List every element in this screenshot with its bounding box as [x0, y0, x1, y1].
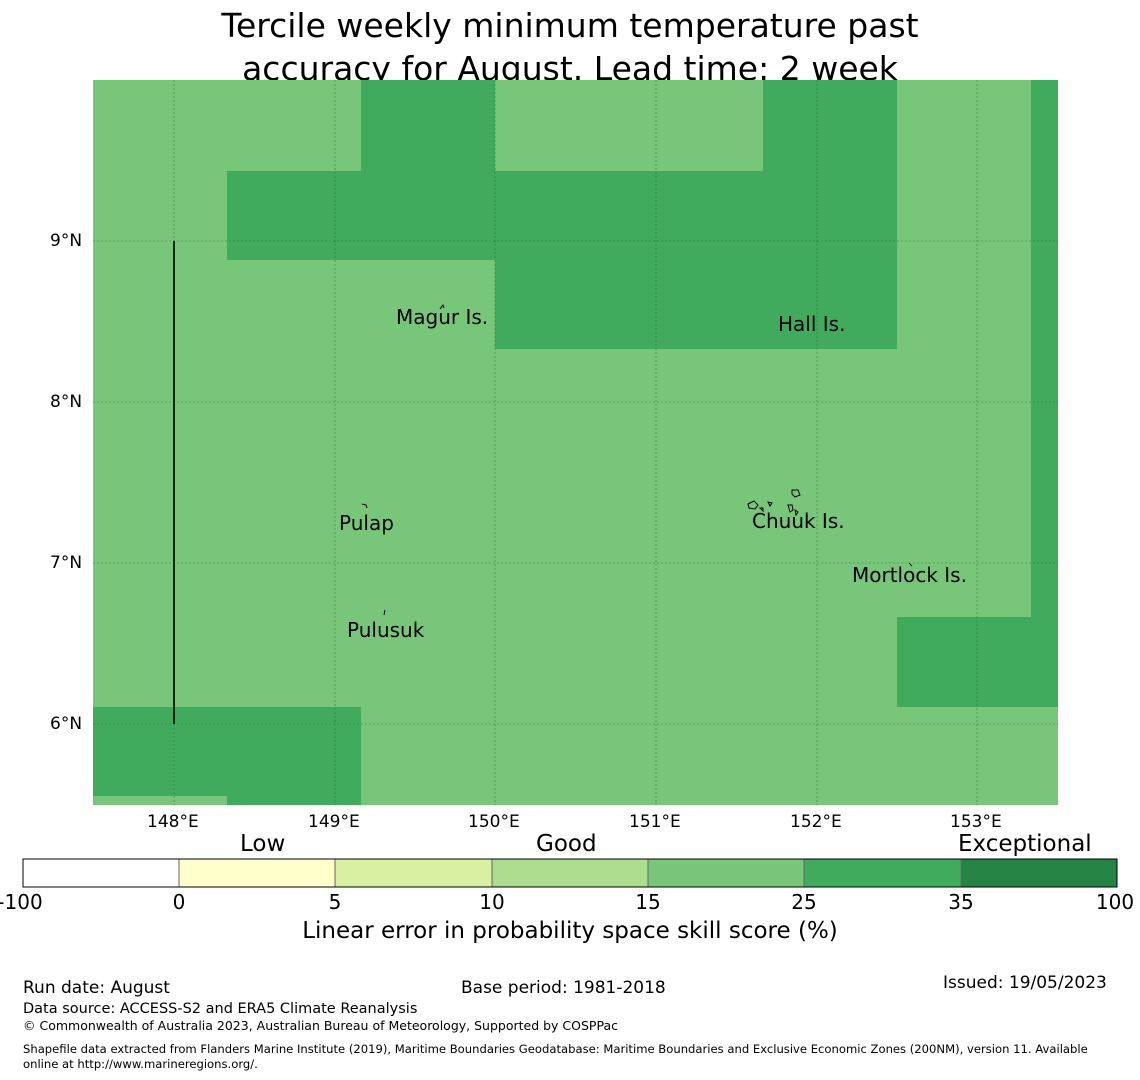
shapefile-credit-line-2: online at http://www.marineregions.org/. — [23, 1057, 258, 1071]
map-title: Tercile weekly minimum temperature past … — [0, 4, 1140, 90]
lat-tick-8: 8°N — [50, 392, 83, 412]
lon-tick-153: 153°E — [950, 812, 1002, 832]
issued-date: Issued: 19/05/2023 — [943, 973, 1107, 993]
colorbar-tick: -100 — [0, 890, 43, 914]
copyright: © Commonwealth of Australia 2023, Austra… — [23, 1018, 618, 1033]
place-label-magur: Magur Is. — [396, 305, 489, 329]
colorbar-tick: 0 — [172, 890, 186, 914]
category-low: Low — [240, 831, 286, 857]
colorbar-frame — [22, 858, 1118, 888]
colorbar-axis-label: Linear error in probability space skill … — [302, 918, 838, 944]
skill-cell — [227, 171, 495, 260]
island-chuuk-1 — [791, 489, 801, 498]
lon-tick-150: 150°E — [468, 812, 520, 832]
place-label-pulusuk: Pulusuk — [347, 618, 425, 642]
lon-tick-151: 151°E — [629, 812, 681, 832]
map-title-line-1: Tercile weekly minimum temperature past — [221, 6, 919, 45]
base-period: Base period: 1981-2018 — [461, 978, 666, 998]
skill-cell — [227, 796, 361, 805]
lat-tick-6: 6°N — [50, 714, 83, 734]
island-outlines — [361, 303, 913, 616]
skill-cell — [495, 171, 897, 349]
lat-tick-9: 9°N — [50, 231, 83, 251]
skill-cell — [763, 80, 897, 171]
colorbar-segment — [961, 859, 1117, 887]
island-mortlock — [908, 562, 913, 567]
colorbar-tick: 35 — [948, 890, 974, 914]
shapefile-credit-line-1: Shapefile data extracted from Flanders M… — [23, 1042, 1088, 1056]
skill-cell — [897, 617, 1058, 707]
island-chuuk-4 — [787, 504, 794, 513]
colorbar-tick: 100 — [1095, 890, 1135, 914]
colorbar-segment — [179, 859, 335, 887]
lon-tick-149: 149°E — [308, 812, 360, 832]
island-chuuk-3 — [767, 501, 773, 507]
island-pulusuk — [383, 609, 386, 616]
skill-cell — [93, 707, 361, 796]
lat-tick-7: 7°N — [50, 553, 83, 573]
graticule — [93, 80, 1058, 805]
skill-grid — [93, 80, 1058, 805]
colorbar-segment — [23, 859, 179, 887]
island-chuuk-2 — [747, 500, 759, 510]
island-chuuk-5 — [794, 508, 799, 517]
place-label-pulap: Pulap — [339, 511, 394, 535]
place-label-mortlock: Mortlock Is. — [852, 563, 967, 587]
colorbar-segment — [804, 859, 961, 887]
colorbar-segment — [335, 859, 492, 887]
island-pulap — [361, 503, 368, 509]
skill-cell — [1031, 80, 1058, 617]
lon-tick-148: 148°E — [147, 812, 199, 832]
run-date: Run date: August — [23, 978, 170, 998]
colorbar-tick: 5 — [328, 890, 342, 914]
colorbar-dividers — [178, 859, 962, 887]
skill-cell — [361, 80, 495, 171]
island-magur — [439, 303, 445, 310]
colorbar — [22, 858, 1118, 888]
colorbar-tick: 15 — [635, 890, 661, 914]
lon-tick-152: 152°E — [790, 812, 842, 832]
place-label-hall: Hall Is. — [778, 312, 846, 336]
category-exceptional: Exceptional — [958, 831, 1092, 857]
colorbar-segment — [492, 859, 648, 887]
island-chuuk-6 — [758, 507, 764, 513]
colorbar-segment — [648, 859, 804, 887]
category-good: Good — [536, 831, 597, 857]
place-label-chuuk: Chuuk Is. — [752, 509, 845, 533]
colorbar-tick: 25 — [791, 890, 817, 914]
colorbar-tick: 10 — [479, 890, 505, 914]
data-source: Data source: ACCESS-S2 and ERA5 Climate … — [23, 1001, 418, 1017]
